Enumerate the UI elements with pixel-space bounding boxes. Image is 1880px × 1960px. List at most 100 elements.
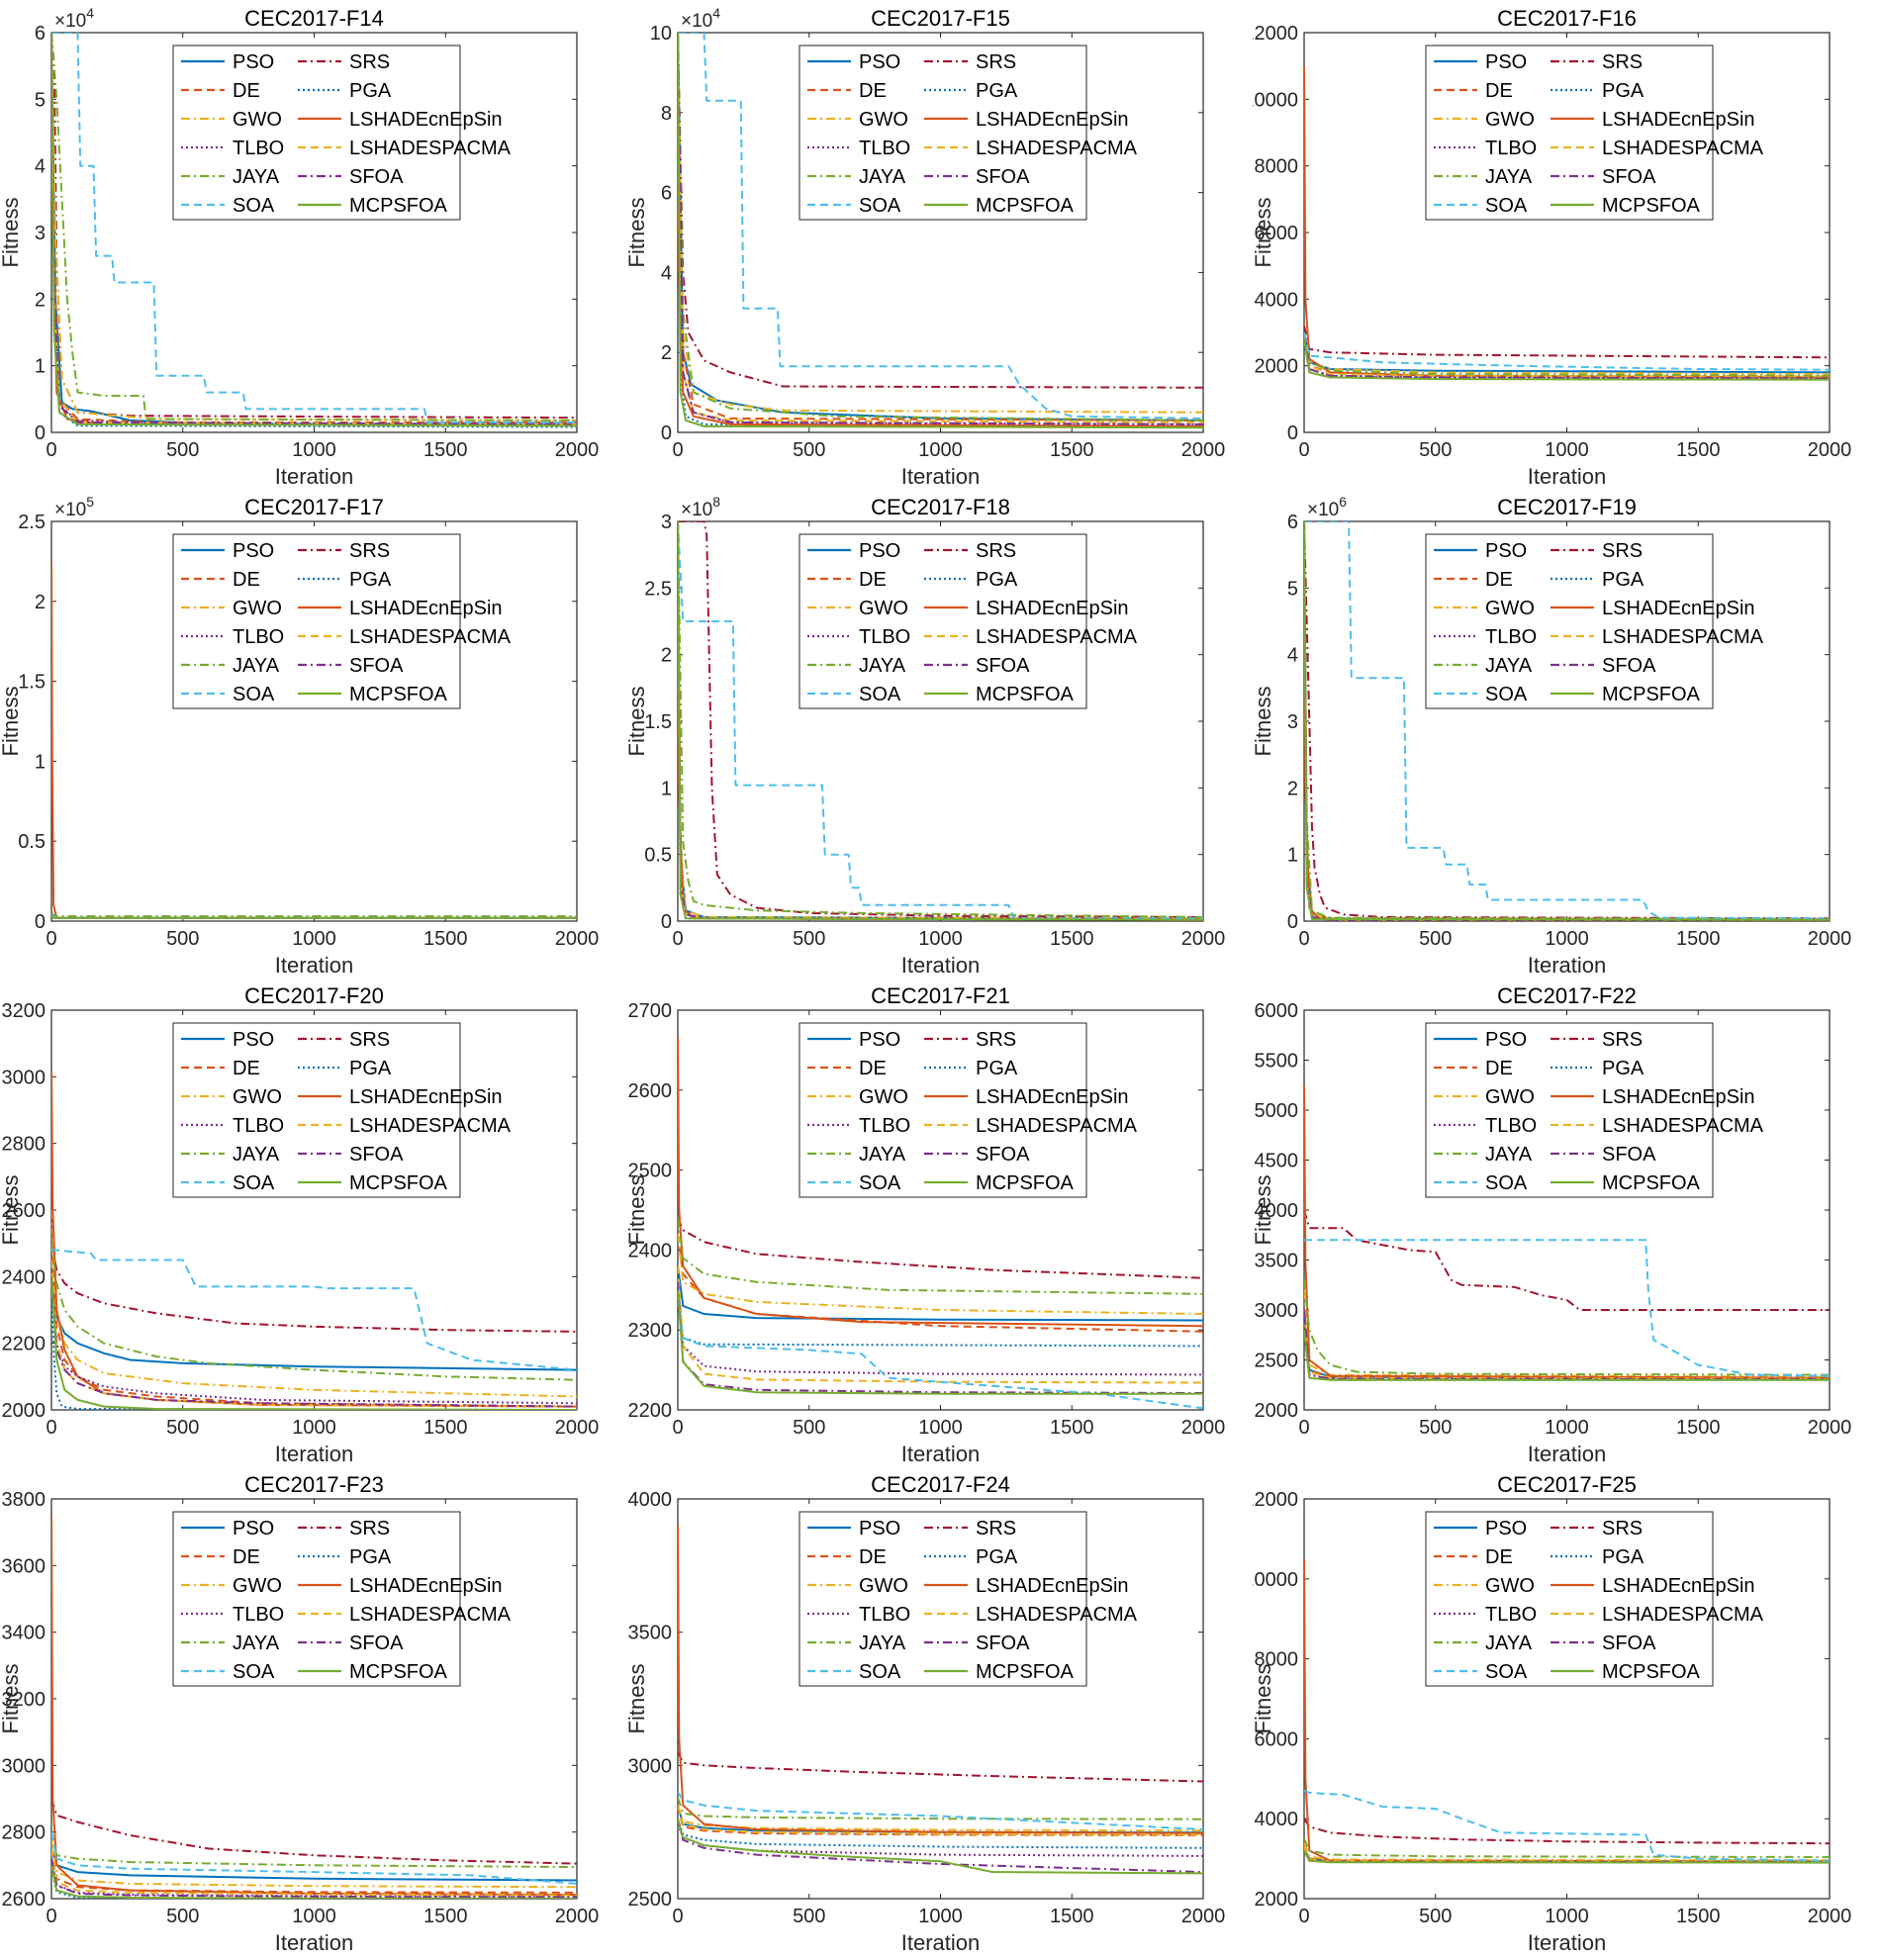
y-tick-label: 6000 bbox=[1255, 1728, 1299, 1750]
series-line-srs bbox=[678, 1217, 1203, 1279]
series-line-gwo bbox=[51, 1838, 577, 1889]
x-tick-label: 1000 bbox=[292, 1906, 336, 1927]
legend-label-lshadespacma: LSHADESPACMA bbox=[976, 1604, 1138, 1626]
series-line-pga bbox=[678, 1818, 1203, 1849]
series-group bbox=[51, 1070, 577, 1410]
y-tick-label: 4500 bbox=[1255, 1151, 1299, 1172]
legend-label-lshadecnepsin: LSHADEcnEpSin bbox=[1602, 1575, 1755, 1597]
series-line-lshadespacma bbox=[1304, 331, 1830, 378]
legend-label-soa: SOA bbox=[233, 1172, 275, 1194]
x-tick-label: 1500 bbox=[1676, 439, 1721, 461]
x-tick-label: 1000 bbox=[918, 1417, 963, 1439]
series-line-jaya bbox=[678, 1217, 1203, 1295]
legend-label-pso: PSO bbox=[1485, 1518, 1527, 1540]
legend: PSO SRS DE PGA GWO LSHADEcnEpSin TLBO LSHADESPA… bbox=[172, 1511, 512, 1687]
chart-title: CEC2017-F15 bbox=[871, 6, 1010, 31]
x-tick-label: 500 bbox=[793, 1417, 825, 1439]
y-tick-label: 6 bbox=[661, 183, 672, 205]
legend-label-srs: SRS bbox=[1602, 1029, 1643, 1051]
legend-label-pso: PSO bbox=[859, 1029, 900, 1051]
legend-label-sfoa: SFOA bbox=[976, 1144, 1030, 1166]
x-tick-label: 500 bbox=[793, 439, 825, 461]
legend-label-jaya: JAYA bbox=[859, 655, 906, 677]
y-tick-label: 2000 bbox=[2, 1400, 47, 1422]
legend-label-soa: SOA bbox=[1485, 195, 1528, 217]
series-line-soa bbox=[1304, 331, 1830, 371]
y-tick-label: 3200 bbox=[2, 1689, 47, 1711]
series-line-sfoa bbox=[1304, 1309, 1830, 1381]
x-tick-label: 1500 bbox=[423, 439, 468, 461]
legend-label-lshadecnepsin: LSHADEcnEpSin bbox=[1602, 109, 1755, 131]
x-axis-label: Iteration bbox=[901, 1930, 981, 1955]
legend-label-lshadespacma: LSHADESPACMA bbox=[976, 138, 1138, 159]
legend-label-lshadecnepsin: LSHADEcnEpSin bbox=[1602, 1086, 1755, 1108]
series-line-mcpsfoa bbox=[1304, 1330, 1830, 1381]
y-tick-label: 4000 bbox=[1255, 1809, 1299, 1830]
y-tick-label: 2 bbox=[661, 342, 672, 364]
series-line-jaya bbox=[51, 1243, 577, 1381]
y-tick-label: 4000 bbox=[628, 1489, 673, 1511]
series-line-jaya bbox=[51, 33, 577, 421]
y-tick-label: 3200 bbox=[2, 1000, 47, 1022]
x-tick-label: 1000 bbox=[918, 439, 963, 461]
y-tick-label: 6 bbox=[35, 23, 46, 45]
legend-label-sfoa: SFOA bbox=[1602, 1144, 1656, 1166]
chart-panel-cec2017-f20: 0 500 1000 1500 2000 2000 2200 2400 2600 2800 3000… bbox=[0, 978, 626, 1466]
legend-label-pga: PGA bbox=[349, 1546, 392, 1568]
y-tick-label: 1 bbox=[35, 751, 46, 773]
legend-box bbox=[799, 533, 1087, 709]
legend-label-mcpsfoa: MCPSFOA bbox=[976, 1661, 1075, 1683]
legend-label-mcpsfoa: MCPSFOA bbox=[1602, 684, 1701, 705]
y-tick-label: 5 bbox=[1287, 578, 1298, 600]
x-tick-label: 0 bbox=[46, 439, 56, 461]
y-tick-label: 3400 bbox=[2, 1623, 47, 1644]
y-tick-label: 0.5 bbox=[18, 831, 46, 853]
x-axis-label: Iteration bbox=[275, 464, 354, 489]
x-tick-label: 1500 bbox=[1050, 928, 1094, 950]
series-group bbox=[678, 1525, 1203, 1875]
legend-label-tlbo: TLBO bbox=[859, 626, 910, 648]
chart-panel-cec2017-f16: 0 500 1000 1500 2000 0 2000 4000 6000 8000 10000 12… bbox=[1243, 0, 1879, 489]
series-line-lshadespacma bbox=[678, 1805, 1203, 1836]
x-tick-label: 0 bbox=[1298, 439, 1309, 461]
series-group bbox=[1304, 1084, 1830, 1381]
x-axis-label: Iteration bbox=[1528, 464, 1607, 489]
series-line-lshadecnepsin bbox=[51, 1070, 577, 1408]
chart-svg: 0 500 1000 1500 2000 0 2000 4000 6000 8000 10000 12… bbox=[1243, 6, 1852, 489]
legend-label-jaya: JAYA bbox=[1485, 655, 1533, 677]
legend-label-jaya: JAYA bbox=[1485, 1144, 1533, 1166]
legend-label-tlbo: TLBO bbox=[233, 138, 284, 159]
chart-svg: 0 500 1000 1500 2000 2000 2200 2400 2600 2800 3000… bbox=[0, 983, 599, 1466]
x-tick-label: 2000 bbox=[1181, 1906, 1226, 1927]
x-tick-label: 2000 bbox=[555, 928, 600, 950]
series-line-gwo bbox=[678, 1805, 1203, 1832]
legend-box bbox=[172, 533, 461, 709]
y-axis-label: Fitness bbox=[626, 198, 649, 268]
y-tick-label: 2 bbox=[35, 592, 46, 613]
legend-label-pga: PGA bbox=[349, 80, 392, 102]
chart-title: CEC2017-F19 bbox=[1497, 495, 1637, 519]
legend-label-de: DE bbox=[233, 569, 260, 591]
legend: PSO SRS DE PGA GWO LSHADEcnEpSin TLBO LSHADESPA… bbox=[172, 45, 512, 221]
x-tick-label: 2000 bbox=[1808, 439, 1852, 461]
legend-label-lshadespacma: LSHADESPACMA bbox=[349, 1115, 512, 1137]
legend-label-srs: SRS bbox=[349, 1029, 390, 1051]
x-tick-label: 0 bbox=[46, 928, 56, 950]
chart-panel-cec2017-f14: 0 500 1000 1500 2000 0 1 2 3 4 5 6 ×104 CEC2017-F14 It… bbox=[0, 0, 626, 489]
series-line-srs bbox=[1304, 521, 1830, 920]
legend-label-srs: SRS bbox=[349, 1518, 390, 1540]
y-tick-label: 2600 bbox=[628, 1080, 673, 1102]
x-tick-label: 1000 bbox=[1545, 1906, 1589, 1927]
legend-label-lshadecnepsin: LSHADEcnEpSin bbox=[349, 598, 503, 619]
series-line-soa bbox=[51, 1249, 577, 1371]
series-line-gwo bbox=[1304, 1842, 1830, 1862]
y-tick-label: 3000 bbox=[1255, 1300, 1299, 1322]
legend-label-srs: SRS bbox=[349, 51, 390, 73]
y-tick-label: 10000 bbox=[1253, 89, 1298, 111]
legend-label-jaya: JAYA bbox=[233, 166, 280, 188]
series-group bbox=[1304, 1558, 1830, 1864]
legend-label-pso: PSO bbox=[1485, 1029, 1527, 1051]
legend-label-mcpsfoa: MCPSFOA bbox=[349, 1661, 448, 1683]
y-tick-label: 2500 bbox=[628, 1889, 673, 1911]
series-group bbox=[51, 1515, 577, 1899]
